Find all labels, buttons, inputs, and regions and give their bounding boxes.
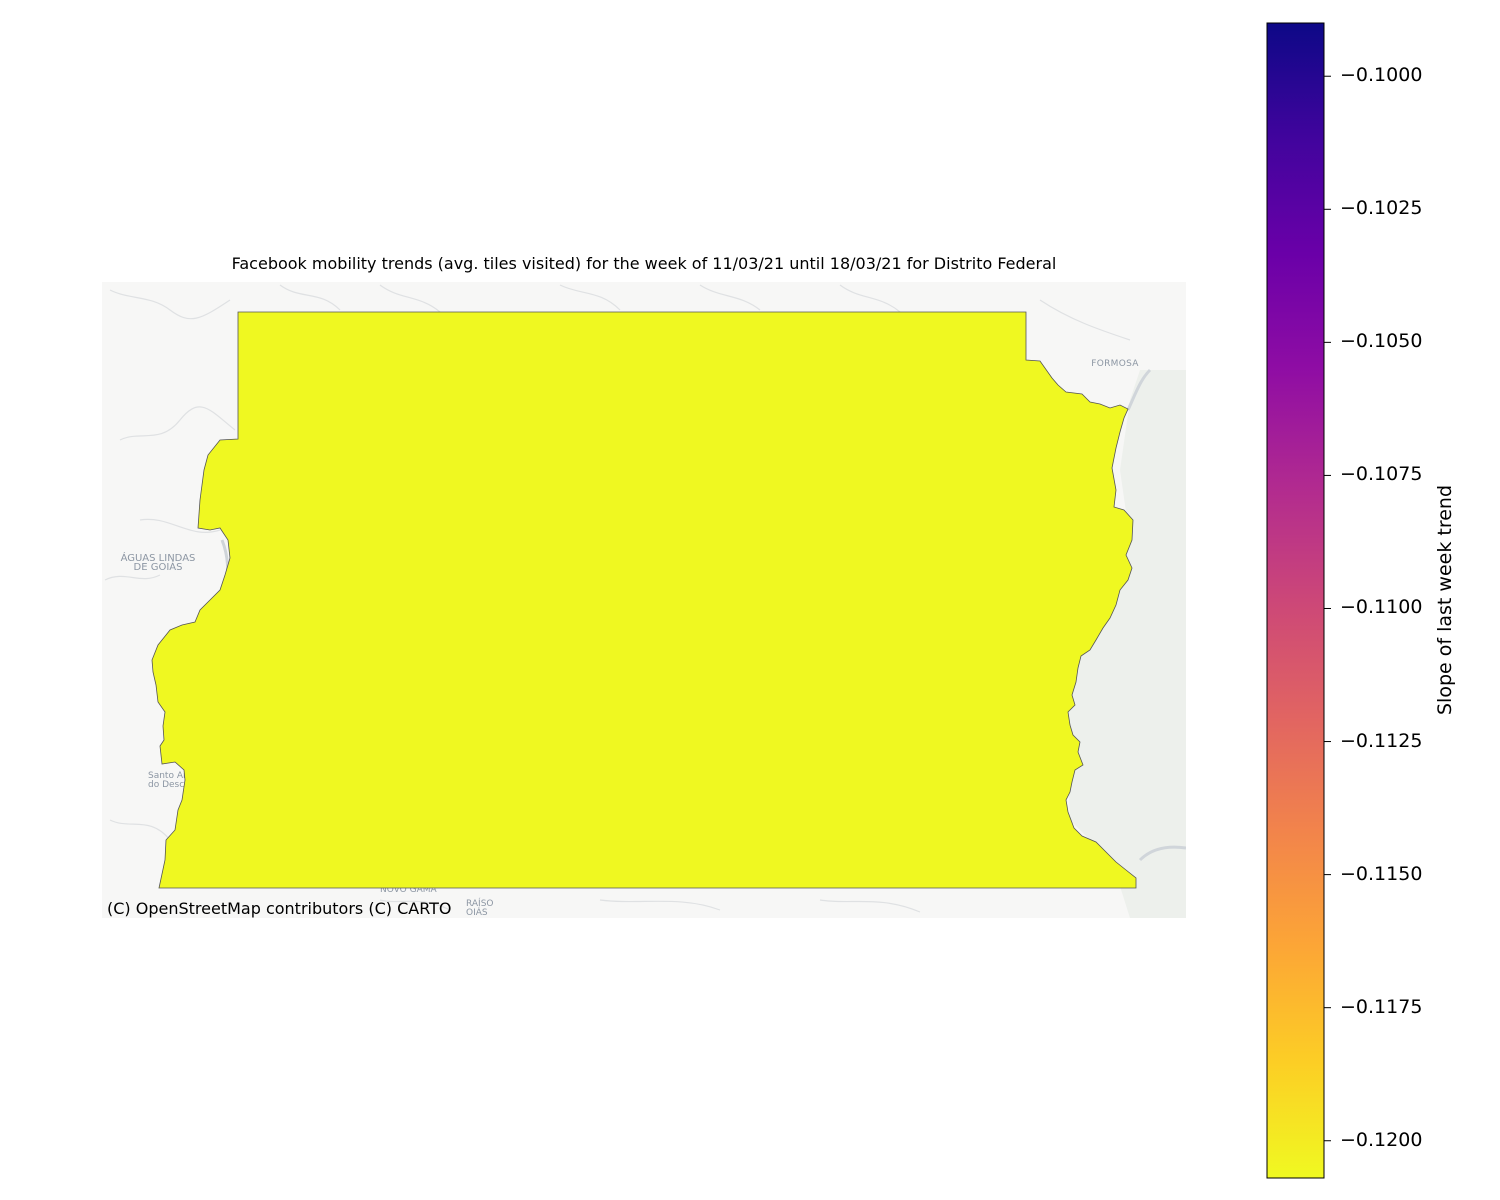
colorbar-tick-label: −0.1050 [1340,330,1423,353]
place-label-santo-antonio: do Descob [148,780,196,790]
basemap-river [1138,845,1186,862]
colorbar-tick-label: −0.1000 [1340,64,1423,87]
colorbar-tick-label: −0.1150 [1340,862,1423,885]
place-label-aguas-lindas: ÁGUAS LINDAS [121,551,196,564]
place-label-formosa: FORMOSA [1091,359,1139,369]
colorbar-tick-label: −0.1075 [1340,463,1423,486]
place-label-santo-antonio: Santo Ant [148,771,193,781]
colorbar-tick-label: −0.1025 [1340,197,1423,220]
place-label-paraiso: OIÁS [466,906,488,918]
colorbar [1266,22,1331,1179]
colorbar-tick-label: −0.1200 [1340,1128,1423,1151]
map-attribution: (C) OpenStreetMap contributors (C) CARTO [107,899,452,918]
basemap-river [1126,368,1152,411]
basemap-green-area [1066,370,1186,918]
colorbar-gradient [1266,22,1325,1179]
colorbar-label: Slope of last week trend [1434,484,1456,716]
map-title: Facebook mobility trends (avg. tiles vis… [231,254,1057,273]
colorbar-ticks [1324,75,1331,1142]
region-distrito-federal[interactable] [151,311,1137,889]
place-label-paraiso: RAÍSO [466,897,494,909]
colorbar-tick-label: −0.1100 [1340,596,1423,619]
basemap-roads [104,284,1131,913]
colorbar-tick-label: −0.1125 [1340,729,1423,752]
place-label-aguas-lindas: DE GOIÁS [134,560,183,573]
colorbar-tick-label: −0.1175 [1340,995,1423,1018]
place-label-novo-gama: NOVO GAMA [380,885,437,895]
